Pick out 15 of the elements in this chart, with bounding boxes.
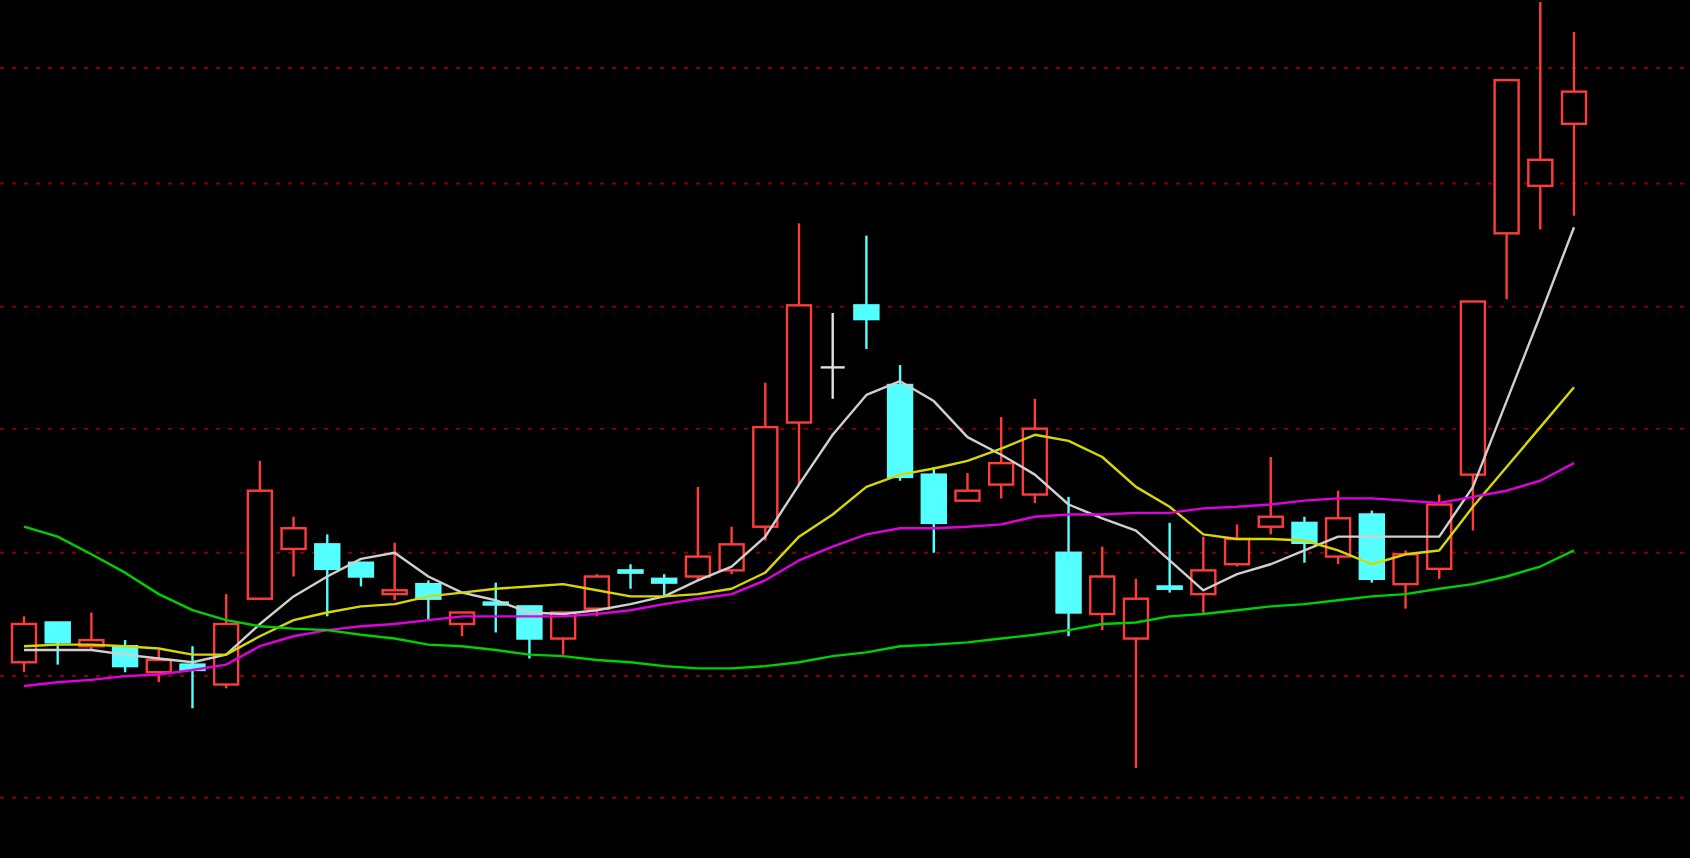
candlestick — [853, 234, 880, 351]
candlestick — [280, 515, 307, 578]
candlestick — [1190, 535, 1217, 616]
candlestick — [1560, 30, 1588, 217]
candlestick — [1122, 577, 1150, 770]
candlestick — [1156, 521, 1183, 594]
candlestick — [1055, 495, 1082, 638]
candlestick — [1392, 549, 1419, 610]
candlestick — [1527, 0, 1554, 231]
candlestick — [1291, 515, 1318, 564]
candlestick — [819, 311, 846, 400]
candlestick — [785, 222, 813, 486]
candlestick — [617, 563, 644, 590]
candlestick — [381, 541, 408, 602]
candlestick — [482, 581, 509, 634]
